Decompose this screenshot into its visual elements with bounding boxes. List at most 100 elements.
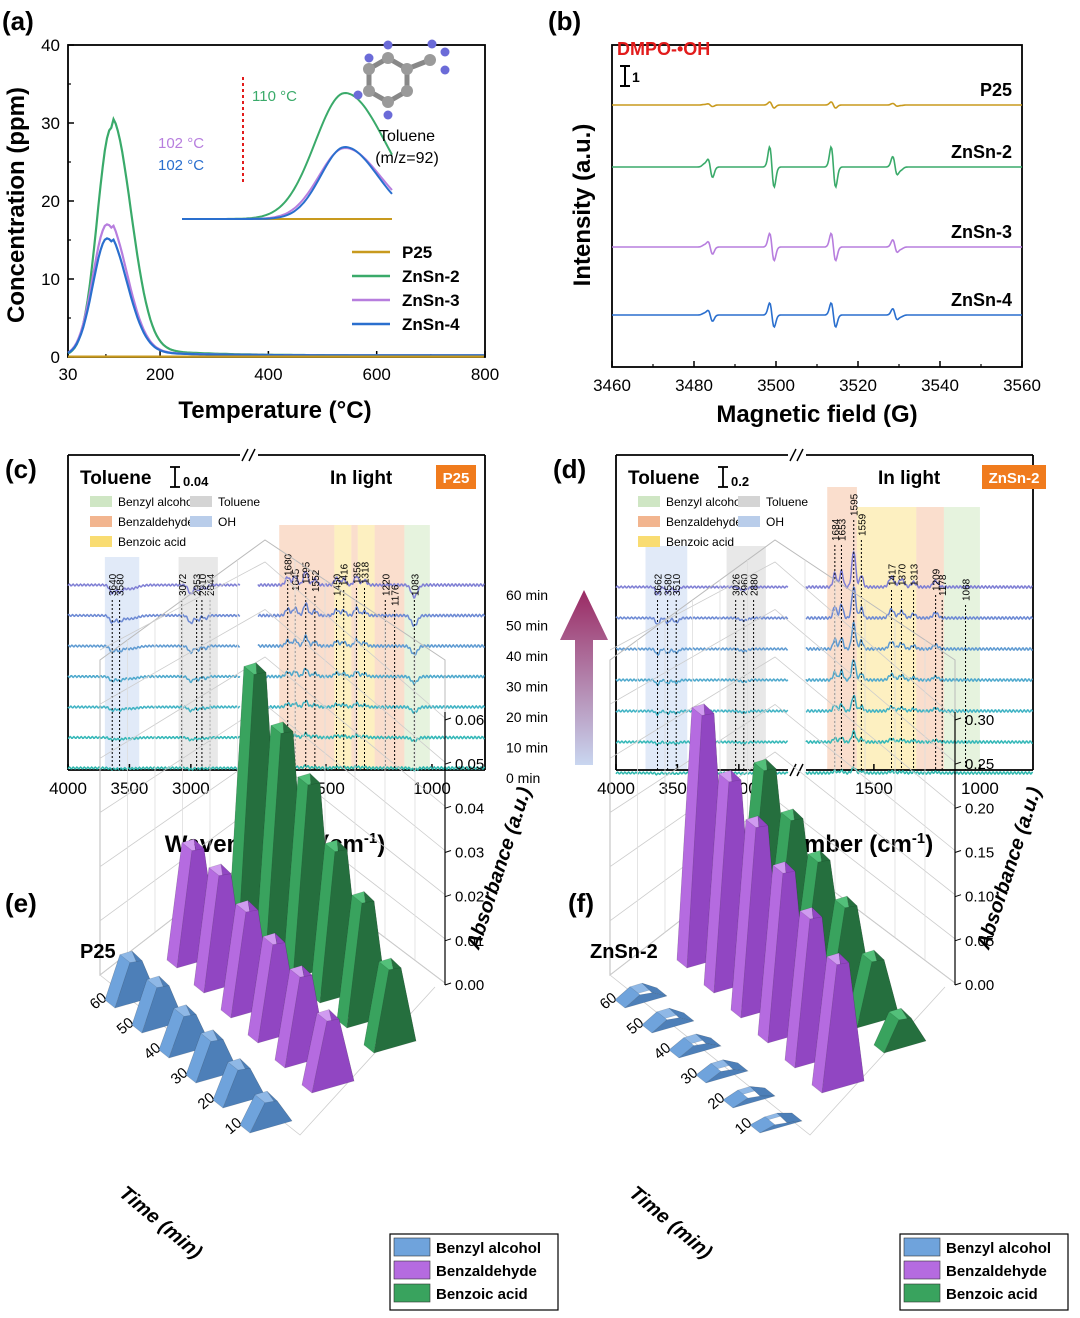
bar-front-benzaldehyde [730, 818, 757, 1019]
z-tick-label: 0.15 [965, 845, 994, 862]
spectrum-right [805, 729, 1033, 745]
spectrum-left [67, 674, 241, 684]
panel-label-a: (a) [2, 6, 34, 36]
legend-label: Benzyl alcohol [436, 1240, 541, 1257]
x-tick-label-a: 200 [146, 365, 174, 384]
legend-swatch [738, 516, 760, 527]
bar-front-benzaldehyde [247, 936, 274, 1044]
x-tick-label-a: 600 [363, 365, 391, 384]
series-line-znsn-3 [612, 231, 1022, 263]
x-tick-label-b: 3460 [593, 376, 631, 395]
peak-label: 2880 [750, 573, 761, 596]
peak-label: 1552 [311, 569, 322, 592]
legend-label: Benzoic acid [436, 1286, 528, 1303]
y-tick-label-a: 0 [51, 348, 60, 367]
peak-label: 1220 [381, 573, 392, 596]
x-tick-label-b: 3500 [757, 376, 795, 395]
z-tick [954, 761, 962, 765]
legend-label: Benzaldehyde [436, 1263, 537, 1280]
bar-face-benzyl-alcohol [732, 1095, 776, 1109]
hydrogen-atom [440, 47, 450, 57]
sample-tag-bg [982, 465, 1046, 489]
peak-label: 1595 [302, 561, 313, 584]
axis-break [789, 763, 797, 777]
legend-swatch [90, 516, 112, 527]
x-tick-label-b: 3520 [839, 376, 877, 395]
bar-face-benzaldehyde [311, 1018, 355, 1094]
condition-label: In light [330, 468, 393, 489]
legend-swatch [90, 536, 112, 547]
inset-peak-label-zn2: 110 °C [252, 88, 297, 105]
z-tick [954, 894, 962, 898]
spectrum-left [67, 613, 241, 625]
x-tick-label-b: 3480 [675, 376, 713, 395]
legend-label-a: P25 [402, 243, 432, 262]
y-axis-title-b: Intensity (a.u.) [569, 124, 596, 287]
z-tick-label: 0.05 [455, 756, 484, 773]
legend-label: Benzyl alcohol [946, 1240, 1051, 1257]
peak-label: 3072 [178, 573, 189, 596]
z-tick-label: 0.00 [965, 977, 994, 994]
hydrogen-atom [353, 90, 363, 100]
legend-swatch [393, 1283, 431, 1303]
molecule-mz: (m/z=92) [375, 150, 439, 167]
time-label: 50 min [506, 618, 548, 634]
gas-label: Toluene [628, 468, 699, 489]
molecule-name: Toluene [379, 128, 435, 145]
inset-peak-label-zn4: 102 °C [158, 157, 204, 174]
z-tick-label: 0.04 [455, 800, 484, 817]
z-tick [444, 982, 452, 986]
axis-break [796, 763, 804, 777]
spectrum-left [615, 647, 789, 657]
peak-label: 1559 [857, 513, 868, 536]
carbon-atom [401, 85, 413, 97]
sample-tag: ZnSn-2 [989, 470, 1040, 487]
peak-label: 1176 [391, 584, 402, 606]
legend-label-a: ZnSn-4 [402, 315, 460, 334]
peak-label: 1417 [887, 563, 898, 586]
peak-label: 3510 [672, 573, 683, 596]
bar-face-benzyl-alcohol [624, 992, 668, 1009]
z-tick-label: 0.02 [455, 889, 484, 906]
peak-label: 2960 [740, 573, 751, 596]
legend-label: OH [218, 515, 236, 529]
x-tick-label: 1000 [961, 779, 999, 798]
time-label: 0 min [506, 770, 540, 786]
carbon-atom [363, 85, 375, 97]
hydrogen-atom [383, 40, 393, 50]
y-tick-label-a: 30 [41, 114, 60, 133]
z-tick-label: 0.25 [965, 756, 994, 773]
peak-label: 1653 [837, 518, 848, 541]
hydrogen-atom [427, 39, 437, 49]
legend-swatch [903, 1283, 941, 1303]
spectrum-left [615, 585, 789, 596]
z-tick-label: 0.00 [455, 977, 484, 994]
toluene-molecule-icon [353, 39, 450, 120]
x-tick-label: 3000 [172, 779, 210, 798]
spectrum-left [67, 766, 241, 771]
legend-label: OH [766, 515, 784, 529]
legend-label: Benzyl alcohol [666, 495, 743, 509]
peak-label: 3640 [108, 573, 119, 596]
peak-label: 3026 [732, 573, 743, 596]
axis-break [241, 448, 249, 462]
z-tick [444, 894, 452, 898]
z-tick [444, 717, 452, 721]
time-axis-title: Time (min) [625, 1182, 717, 1264]
y-tick-label-a: 20 [41, 192, 60, 211]
peak-label: 3662 [654, 573, 665, 596]
carbon-atom [382, 96, 394, 108]
time-label: 20 min [506, 709, 548, 725]
legend-label-a: ZnSn-3 [402, 291, 460, 310]
bar-front-benzoic-acid [363, 961, 390, 1054]
scale-bar-label-b: 1 [632, 69, 640, 85]
z-tick [954, 982, 962, 986]
spectrum-right [257, 570, 485, 599]
legend-label: Benzaldehyde [118, 515, 194, 529]
bar-front-benzyl-alcohol [212, 1061, 239, 1109]
peak-label: 1313 [910, 563, 921, 586]
spectrum-right [805, 659, 1034, 683]
z-tick-label: 0.20 [965, 800, 994, 817]
inset-curve-znsn-3 [182, 146, 393, 220]
